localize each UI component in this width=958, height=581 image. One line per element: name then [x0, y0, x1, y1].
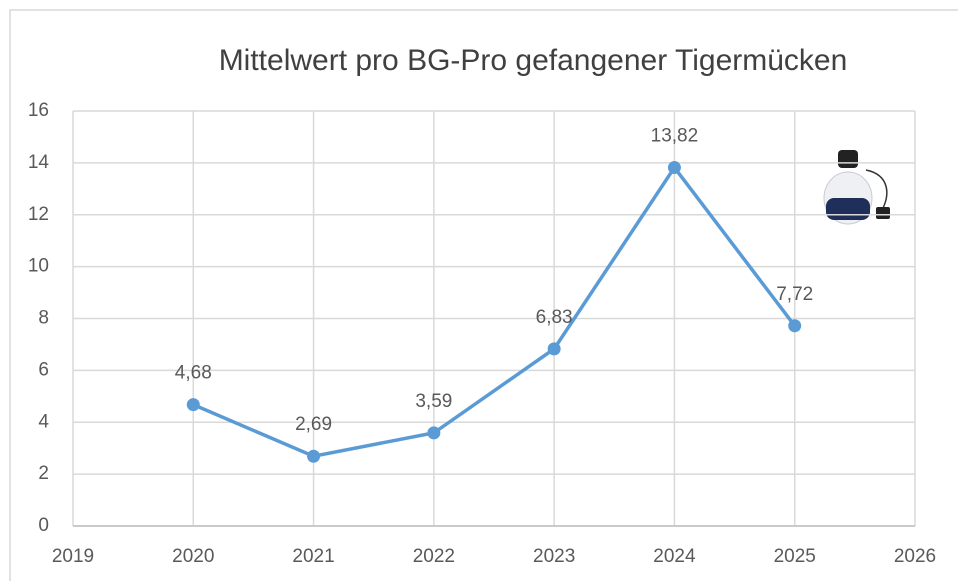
x-tick-label: 2021 [292, 546, 334, 567]
data-label: 3,59 [415, 391, 452, 412]
x-tick-label: 2026 [894, 546, 936, 567]
data-label: 13,82 [651, 126, 699, 147]
chart-frame [9, 9, 958, 581]
x-tick-label: 2025 [774, 546, 816, 567]
point [186, 398, 200, 412]
data-label: 2,69 [295, 414, 332, 435]
point [547, 342, 561, 356]
y-tick-label: 4 [38, 411, 49, 432]
x-tick-label: 2022 [413, 546, 455, 567]
y-tick-label: 8 [38, 308, 49, 329]
x-tick-label: 2024 [653, 546, 696, 567]
y-tick-label: 12 [28, 204, 49, 225]
y-tick-label: 16 [28, 100, 49, 121]
y-tick-label: 14 [28, 152, 50, 173]
data-label: 6,83 [536, 307, 573, 328]
y-tick-label: 10 [28, 256, 49, 277]
point [307, 449, 321, 463]
point [427, 426, 441, 440]
data-label: 7,72 [776, 284, 813, 305]
data-label: 4,68 [175, 363, 212, 384]
point [667, 161, 681, 175]
y-tick-label: 6 [38, 359, 49, 380]
y-tick-label: 2 [38, 463, 49, 484]
x-tick-label: 2019 [52, 546, 94, 567]
line [192, 164, 797, 459]
point [788, 319, 802, 333]
x-tick-label: 2020 [172, 546, 214, 567]
x-tick-label: 2023 [533, 546, 575, 567]
chart-title: Mittelwert pro BG-Pro gefangener Tigermü… [219, 44, 848, 77]
y-tick-label: 0 [38, 515, 49, 536]
